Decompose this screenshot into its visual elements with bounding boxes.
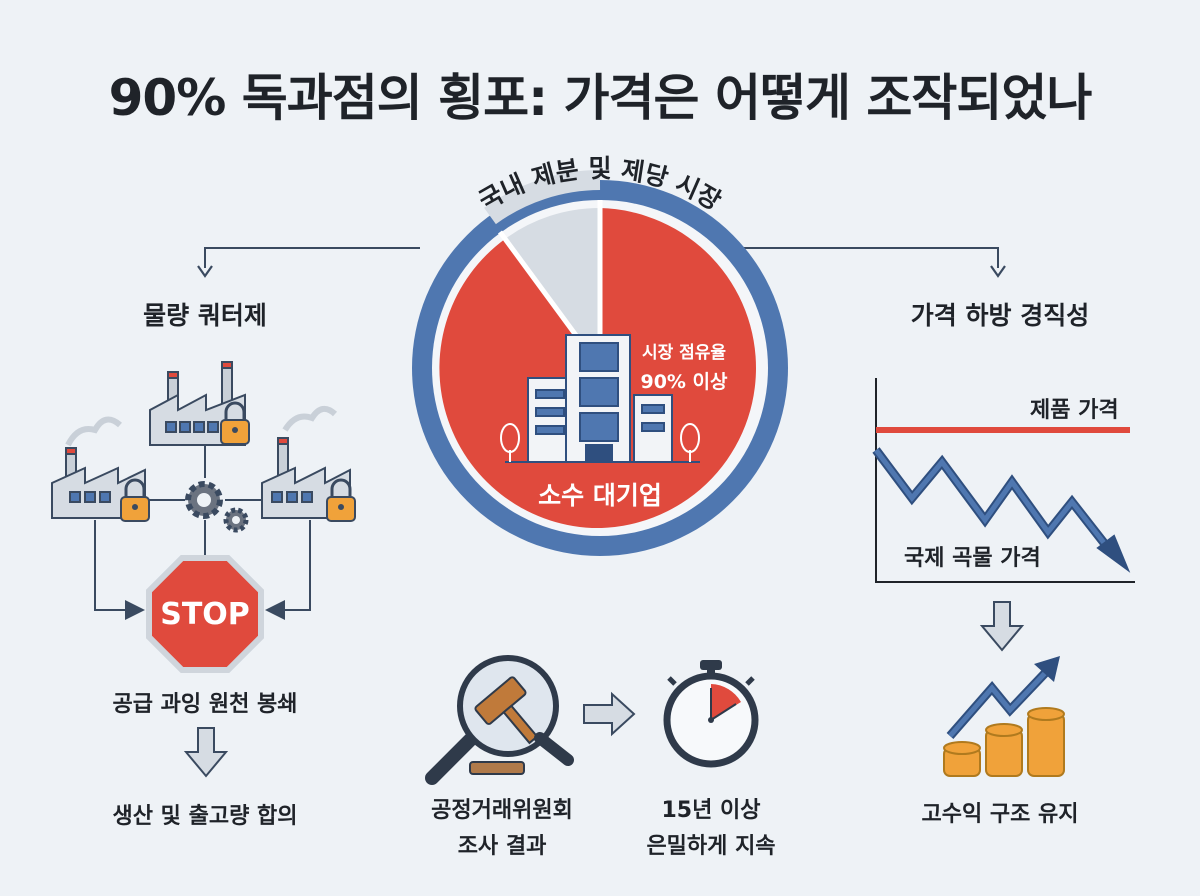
left-caption-2: 생산 및 출고량 합의 (112, 804, 298, 829)
market-share-label: 시장 점유율 90% 이상 (638, 338, 730, 394)
connector-lines (197, 247, 1006, 278)
stop-sign-icon: STOP (146, 555, 264, 673)
duration-label: 15년 이상 은밀하게 지속 (646, 792, 775, 860)
lock-icon (220, 401, 250, 445)
market-share-line2: 90% 이상 (640, 371, 728, 393)
left-connectors (94, 445, 311, 620)
gear-icon (185, 481, 249, 533)
share-slice-small (505, 207, 600, 368)
building-icon (500, 334, 700, 463)
ftc-line2: 조사 결과 (457, 834, 547, 859)
stopwatch-icon (663, 660, 759, 768)
price-chart (872, 378, 1135, 583)
stop-sign-text: STOP (160, 597, 250, 632)
right-arrow-icon (583, 691, 636, 737)
firm-label: 소수 대기업 (538, 481, 662, 510)
duration-line1: 15년 이상 (661, 798, 761, 823)
lock-icon (326, 478, 356, 522)
market-share-line1: 시장 점유율 (641, 343, 727, 363)
left-caption-1: 공급 과잉 원천 봉쇄 (112, 692, 298, 717)
left-heading: 물량 쿼터제 (143, 301, 267, 330)
down-arrow-icon (183, 727, 229, 778)
duration-line2: 은밀하게 지속 (646, 834, 776, 859)
ftc-line1: 공정거래위원회 (431, 798, 573, 823)
lock-icon (120, 478, 150, 522)
product-price-label: 제품 가격 (1030, 398, 1119, 423)
coin-stack-icon (943, 707, 1065, 777)
page-title: 90% 독과점의 횡포: 가격은 어떻게 조작되었나 (108, 69, 1093, 127)
magnifier-gavel-icon (425, 655, 574, 785)
down-arrow-icon (979, 601, 1025, 652)
ftc-label: 공정거래위원회 조사 결과 (431, 792, 573, 860)
grain-price-label: 국제 곡물 가격 (904, 546, 1041, 571)
rising-arrow-icon (946, 656, 1060, 739)
result-label: 고수익 구조 유지 (921, 802, 1079, 827)
right-heading: 가격 하방 경직성 (910, 301, 1090, 330)
